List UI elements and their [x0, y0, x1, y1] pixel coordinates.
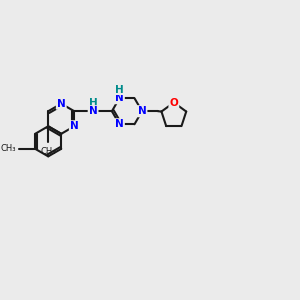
Text: N: N — [115, 119, 124, 129]
Text: H: H — [115, 85, 124, 94]
Text: N: N — [70, 121, 79, 131]
Text: N: N — [57, 99, 66, 109]
Text: N: N — [115, 93, 124, 103]
Text: N: N — [89, 106, 98, 116]
Text: N: N — [138, 106, 146, 116]
Text: O: O — [169, 98, 178, 107]
Text: CH₃: CH₃ — [40, 147, 56, 156]
Text: CH₃: CH₃ — [0, 144, 16, 153]
Text: H: H — [89, 98, 98, 107]
